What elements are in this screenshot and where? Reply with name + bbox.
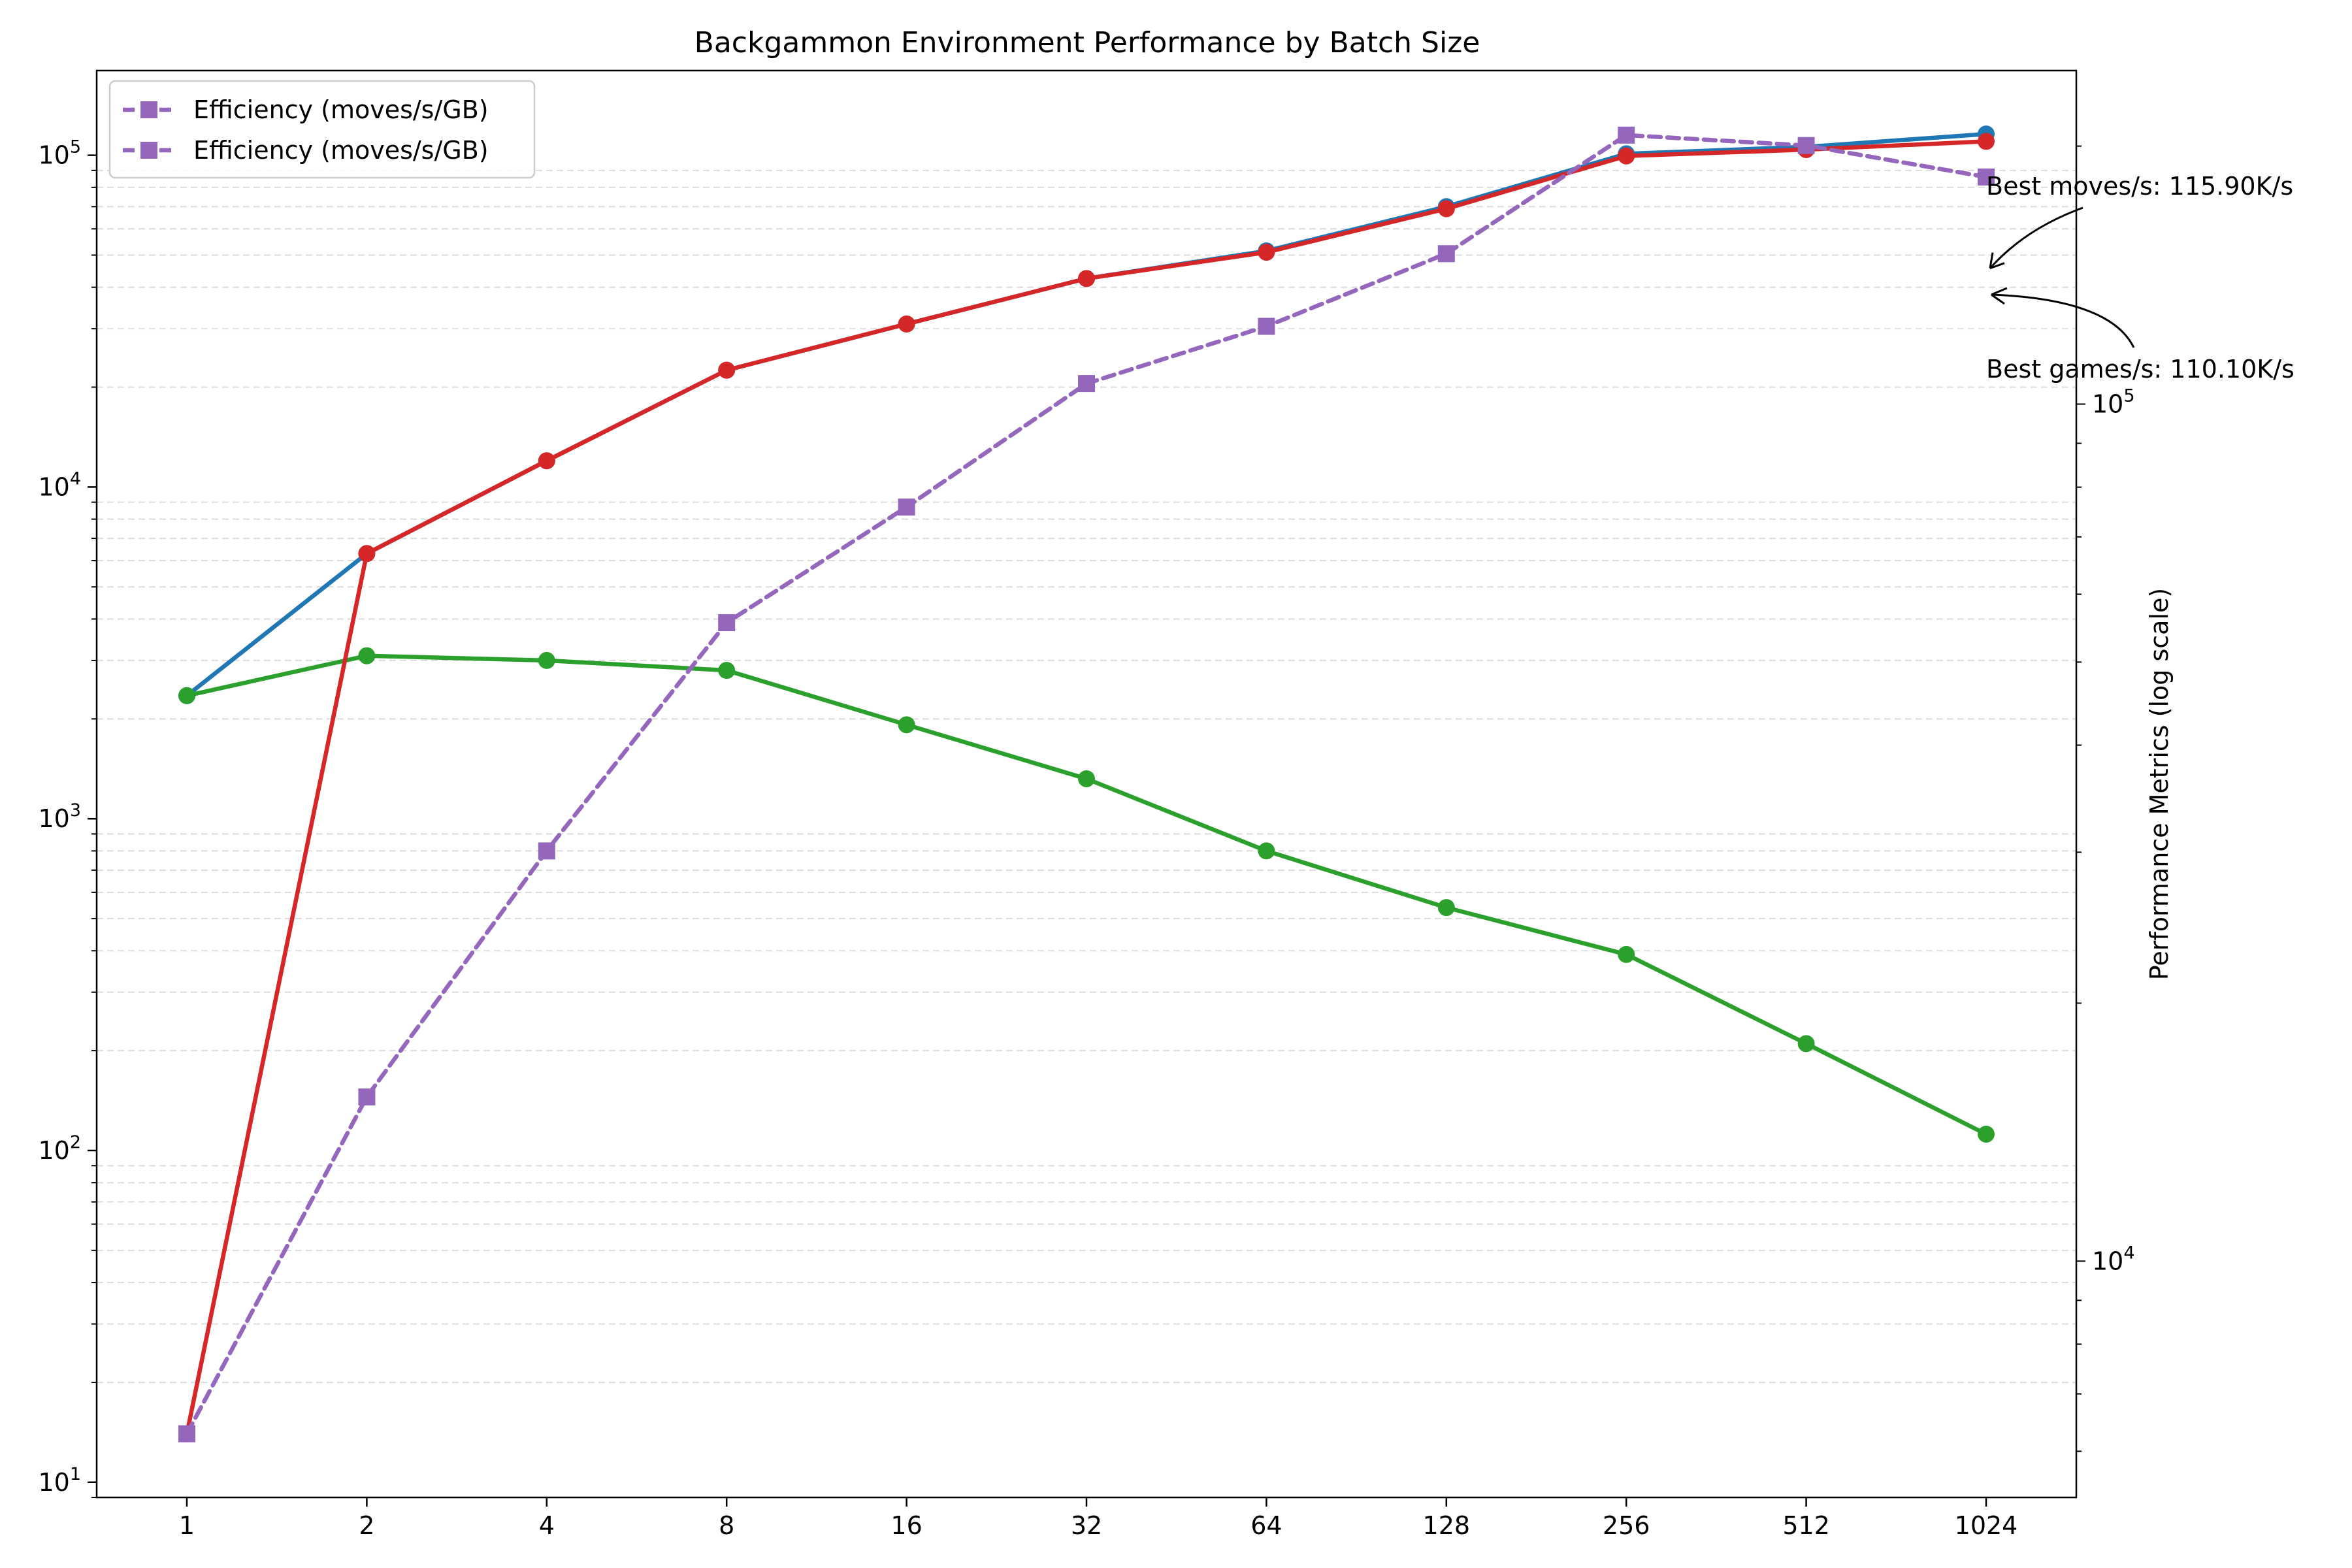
series-1-marker [1978,1125,1995,1143]
annotation-best-games-arrowhead [1991,287,2008,305]
series-2-marker [1078,270,1095,287]
series-1-marker [538,651,555,669]
x-tick-label: 32 [1071,1511,1102,1540]
legend-entry-label: Efficiency (moves/s/GB) [193,136,489,165]
y2-axis-label: Performance Metrics (log scale) [2145,588,2174,980]
x-tick-label: 4 [539,1511,555,1540]
legend-box [108,80,536,179]
y-tick-label: 105 [38,137,81,170]
x-tick-label: 8 [719,1511,734,1540]
x-tick-label: 16 [890,1511,922,1540]
series-1-marker [358,647,376,664]
series-1-marker [1797,1035,1815,1053]
series-2-marker [1978,133,1995,150]
series-1-marker [1258,842,1275,860]
x-tick-label: 1024 [1955,1511,2018,1540]
series-2-marker [898,315,915,333]
series-2-marker [358,545,376,563]
series-2-marker [1437,200,1455,218]
series-1-marker [178,687,195,704]
series-3-marker [538,842,555,860]
annotation-best-games: Best games/s: 110.10K/s [1986,355,2295,384]
series-3-marker [1078,375,1095,393]
series-layer [178,125,1995,1443]
y2-tick-label: 105 [2092,386,2135,419]
series-1-marker [898,716,915,734]
grid-layer [97,169,2076,1498]
legend-entry-label: Efficiency (moves/s/GB) [193,95,489,124]
legend: Efficiency (moves/s/GB) Efficiency (moves… [108,80,536,179]
x-tick-label: 64 [1250,1511,1282,1540]
x-tick-label: 128 [1423,1511,1471,1540]
x-tick-label: 1 [179,1511,195,1540]
series-1-marker [1437,899,1455,917]
series-1-marker [1078,770,1095,787]
y-tick-label: 103 [38,800,81,833]
annotation-best-moves-arrow [1989,206,2083,269]
series-3-marker [898,498,915,516]
annotation-layer: Best moves/s: 115.90K/s Best games/s: 110… [1986,172,2295,384]
chart-title: Backgammon Environment Performance by Ba… [694,26,1480,59]
series-3-marker [358,1088,376,1106]
y2-tick-label: 104 [2092,1243,2135,1275]
series-2-marker [1258,244,1275,261]
series-3-marker [1978,168,1995,186]
series-3-marker [718,614,736,632]
series-1-marker [718,662,736,679]
series-3-marker [178,1425,195,1443]
y-tick-label: 102 [38,1132,81,1165]
series-2-marker [1618,147,1635,165]
series-3-marker [1618,126,1635,144]
x-tick-label: 2 [359,1511,374,1540]
series-3-marker [1258,318,1275,335]
y-tick-label: 101 [38,1464,81,1497]
series-2-marker [718,361,736,379]
x-tick-label: 256 [1603,1511,1650,1540]
legend-entry-marker [140,101,157,118]
y-tick-label: 104 [38,468,81,501]
legend-entry-marker [140,142,157,159]
annotation-best-games-arrow [1991,293,2135,348]
annotation-best-moves-arrowhead [1989,252,2005,270]
series-3-marker [1437,245,1455,263]
series-1-marker [1618,945,1635,963]
annotation-best-moves: Best moves/s: 115.90K/s [1986,172,2293,201]
x-tick-label: 512 [1782,1511,1830,1540]
series-3-marker [1797,137,1815,154]
axes-layer: 1 2 4 8 16 32 64 128 256 512 1024 101 102 103 104 105 10… [38,69,2135,1540]
series-2-marker [538,452,555,470]
